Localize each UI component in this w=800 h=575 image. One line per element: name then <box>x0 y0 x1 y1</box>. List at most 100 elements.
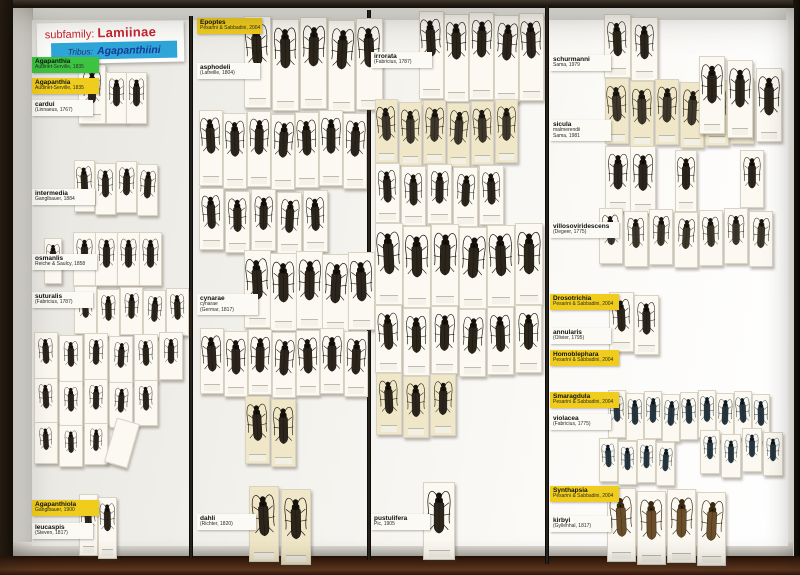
beetle-icon <box>637 302 656 335</box>
determination-label <box>473 90 490 97</box>
beetle-icon <box>488 233 513 277</box>
beetle-icon <box>147 296 163 322</box>
specimen-card <box>251 189 276 251</box>
beetle-icon <box>434 314 455 351</box>
beetle-icon <box>718 399 733 425</box>
beetle-icon <box>607 21 627 57</box>
beetle-icon <box>114 342 129 368</box>
taxon-label: Smaragdula Pesarini & Sabbadini, 2004 <box>550 392 619 408</box>
specimen-card <box>624 211 648 267</box>
determination-label <box>634 204 652 211</box>
beetle-icon <box>681 398 696 424</box>
taxon-authority: malmerendii <box>553 127 581 134</box>
specimen-card <box>403 376 429 438</box>
determination-label <box>405 216 422 223</box>
specimen-card <box>637 439 656 483</box>
determination-label <box>672 553 691 560</box>
determination-label <box>703 124 721 131</box>
specimen-card <box>494 15 519 103</box>
beetle-icon <box>701 500 724 541</box>
determination-label <box>684 138 700 145</box>
determination-label <box>276 101 295 108</box>
specimen-card <box>245 396 270 464</box>
beetle-icon <box>201 195 221 230</box>
beetle-icon <box>406 383 425 418</box>
specimen-card <box>97 289 120 337</box>
determination-label <box>203 176 219 183</box>
taxon-name: Agapanthia <box>35 58 71 65</box>
beetle-icon <box>657 86 677 123</box>
beetle-icon <box>101 295 116 321</box>
specimen-card <box>376 373 402 435</box>
beetle-icon <box>379 380 398 415</box>
specimen-card <box>200 328 224 394</box>
beetle-icon <box>138 340 153 366</box>
specimen-card <box>199 188 224 250</box>
taxon-authority: (Degeer, 1775) <box>553 229 587 236</box>
determination-label <box>300 319 319 326</box>
determination-label <box>407 366 426 373</box>
beetle-icon <box>652 215 670 247</box>
determination-label <box>428 550 450 557</box>
beetle-icon <box>664 400 679 426</box>
beetle-icon <box>228 198 247 233</box>
specimen-card <box>143 290 166 338</box>
beetle-icon <box>758 76 780 116</box>
taxon-authority: (Fabricius, 1775) <box>553 421 591 428</box>
specimen-card <box>106 72 127 124</box>
beetle-icon <box>250 336 270 373</box>
determination-label <box>519 363 538 370</box>
beetle-icon <box>226 338 246 375</box>
beetle-icon <box>517 232 541 275</box>
beetle-icon <box>321 117 341 154</box>
beetle-icon <box>497 106 516 141</box>
specimen-card <box>34 422 58 464</box>
beetle-icon <box>377 170 396 203</box>
specimen-card <box>444 14 469 102</box>
determination-label <box>254 552 274 559</box>
specimen-card <box>680 392 698 440</box>
specimen-card <box>117 232 140 286</box>
specimen-card <box>224 331 248 397</box>
taxon-authority: (Gyllenhal, 1817) <box>553 523 592 530</box>
taxon-label: Agapanthiola Ganglbauer, 1900 <box>32 500 99 516</box>
beetle-icon <box>246 403 268 441</box>
taxon-authority: Audinet-Serville, 1835 <box>35 64 84 71</box>
specimen-card <box>431 224 459 306</box>
determination-label <box>613 342 630 349</box>
beetle-icon <box>273 27 297 69</box>
beetle-icon <box>632 88 652 125</box>
taxon-label: annularis (Olivier, 1795) <box>550 328 611 344</box>
beetle-icon <box>400 109 420 144</box>
beetle-icon <box>640 499 663 540</box>
beetle-icon <box>745 433 759 458</box>
taxon-label: dahli (Richter, 1820) <box>197 514 256 530</box>
taxon-name: cardui <box>35 101 55 108</box>
taxon-label: Synthapsia Pesarini & Sabbadini, 2004 <box>550 486 619 502</box>
determination-label <box>435 364 454 371</box>
specimen-card <box>740 150 764 208</box>
determination-label <box>348 387 364 394</box>
drawer-frame-left <box>0 0 13 575</box>
specimen-card <box>59 425 83 467</box>
beetle-icon <box>324 262 348 304</box>
specimen-card <box>403 308 430 376</box>
determination-label <box>434 426 452 433</box>
specimen-card <box>281 489 311 565</box>
specimen-card <box>756 68 782 142</box>
determination-label <box>274 321 293 328</box>
beetle-icon <box>97 169 113 198</box>
determination-label <box>228 387 244 394</box>
taxon-label: Agapanthia Audinet-Serville, 1835 <box>32 78 99 94</box>
specimen-card <box>634 295 659 355</box>
beetle-icon <box>245 258 269 300</box>
specimen-card <box>401 166 426 226</box>
determination-label <box>379 363 398 370</box>
taxon-name: asphodeli <box>200 64 231 71</box>
beetle-icon <box>753 217 770 249</box>
determination-label <box>203 240 220 247</box>
beetle-icon <box>419 18 441 57</box>
determination-label <box>248 98 267 105</box>
specimen-card <box>471 101 494 165</box>
beetle-icon <box>646 397 661 423</box>
